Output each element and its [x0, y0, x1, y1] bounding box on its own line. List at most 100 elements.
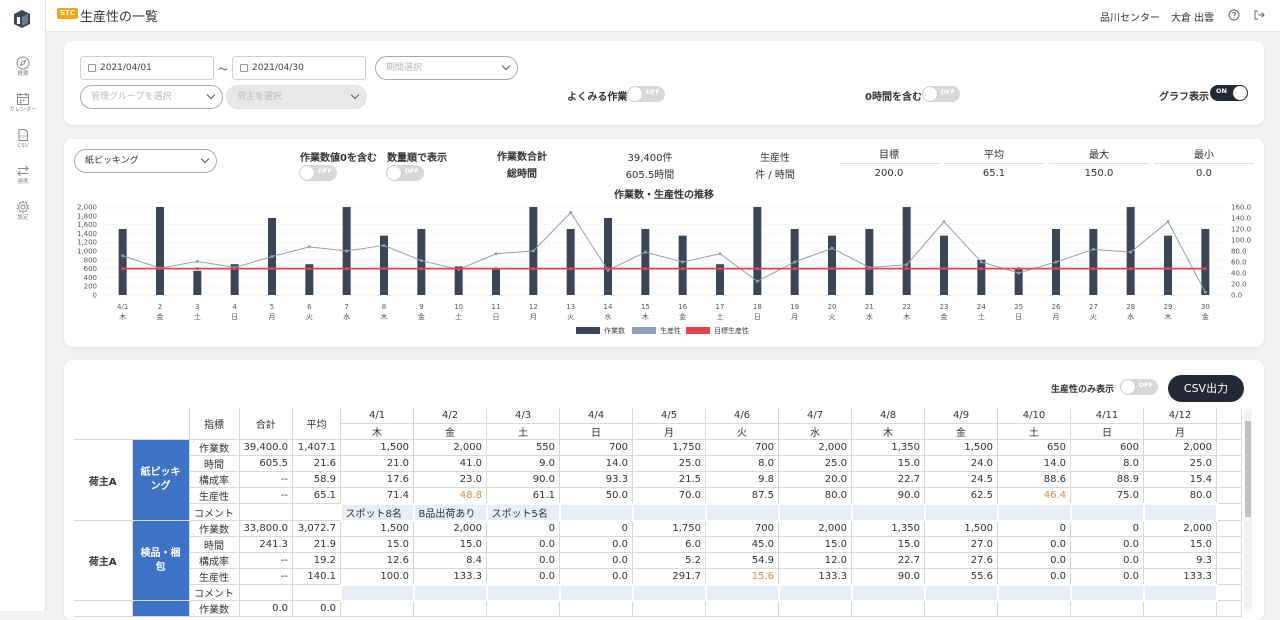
- value-cell: 71.4: [340, 487, 415, 504]
- value-cell: 24.5: [924, 471, 999, 488]
- task-select[interactable]: 紙ピッキング: [74, 149, 217, 173]
- comment-cell[interactable]: [923, 583, 999, 602]
- comment-cell[interactable]: スポット5名: [485, 502, 561, 522]
- sidebar-item-overview[interactable]: 概要: [0, 56, 46, 78]
- comment-cell[interactable]: B品出荷あり: [412, 502, 488, 522]
- x-tick-date: 27: [1089, 303, 1098, 311]
- comment-cell[interactable]: [485, 583, 561, 602]
- table-scrollbar[interactable]: [1244, 409, 1252, 611]
- date-to-field[interactable]: 2021/04/30: [232, 56, 366, 80]
- value-cell: [486, 600, 561, 617]
- period-select[interactable]: 期間選択: [375, 56, 518, 80]
- value-cell: 0.0: [559, 552, 634, 569]
- bar-work-count: [716, 264, 724, 295]
- x-tick-date: 4: [232, 303, 237, 311]
- comment-cell[interactable]: [558, 502, 634, 522]
- total-cell: 605.5: [238, 455, 294, 472]
- productivity-point: [1017, 271, 1021, 275]
- value-cell: [997, 600, 1072, 617]
- productivity-point: [382, 244, 386, 247]
- comment-cell[interactable]: [1069, 502, 1145, 522]
- y-left-tick: 1,600: [77, 221, 97, 229]
- productivity-point: [1166, 220, 1170, 224]
- header-weekday-overflow: [1216, 423, 1243, 440]
- sidebar-item-link[interactable]: 連携: [0, 164, 46, 186]
- owner-select: 荷主を選択: [226, 85, 367, 109]
- comment-cell[interactable]: [558, 583, 634, 602]
- comment-cell[interactable]: [704, 502, 780, 522]
- comment-cell[interactable]: [777, 502, 853, 522]
- stat-label: 最小: [1154, 148, 1254, 164]
- sidebar-item-csv[interactable]: CSV CSV: [0, 128, 46, 150]
- header-weekday: 金: [413, 423, 488, 440]
- logout-icon[interactable]: [1253, 9, 1265, 21]
- comment-cell[interactable]: [996, 502, 1072, 522]
- header-weekday: 木: [851, 423, 926, 440]
- value-cell: 22.7: [851, 471, 926, 488]
- value-cell: 6.0: [632, 536, 707, 553]
- productivity-point: [1091, 247, 1095, 251]
- value-cell: 41.0: [413, 455, 488, 472]
- y-right-tick: 160.0: [1231, 204, 1251, 212]
- comment-cell[interactable]: [631, 502, 707, 522]
- average-cell: 65.1: [292, 487, 342, 504]
- zero-hours-toggle[interactable]: OFF: [922, 86, 960, 102]
- sort-by-qty-toggle[interactable]: OFF: [386, 165, 424, 181]
- graph-display-toggle[interactable]: ON: [1210, 85, 1248, 101]
- comment-cell[interactable]: スポット8名: [339, 502, 415, 522]
- x-tick-weekday: 火: [306, 313, 313, 321]
- comment-cell[interactable]: [777, 583, 853, 602]
- sidebar-item-settings[interactable]: 設定: [0, 200, 46, 222]
- bar-work-count: [1201, 229, 1210, 295]
- comment-cell[interactable]: [631, 583, 707, 602]
- comment-cell[interactable]: [923, 502, 999, 522]
- average-cell: 1,407.1: [292, 439, 342, 456]
- comment-cell[interactable]: [996, 583, 1072, 602]
- target-point: [121, 267, 125, 271]
- value-cell: 15.0: [778, 536, 853, 553]
- target-point: [307, 267, 311, 271]
- comment-cell[interactable]: [1142, 502, 1218, 522]
- user-name[interactable]: 大倉 出雲: [1171, 13, 1215, 24]
- value-cell: 15.0: [340, 536, 415, 553]
- bar-work-count: [678, 235, 687, 295]
- productivity-point: [121, 254, 125, 258]
- frequent-tasks-toggle[interactable]: OFF: [627, 86, 665, 102]
- value-cell: 133.3: [1143, 568, 1218, 585]
- productivity-point: [681, 260, 685, 264]
- sidebar-item-calendar[interactable]: カレンダー: [0, 92, 46, 114]
- comment-cell[interactable]: [1142, 583, 1218, 602]
- comment-cell[interactable]: [850, 502, 926, 522]
- x-tick-date: 22: [902, 303, 911, 311]
- include-zero-toggle[interactable]: OFF: [299, 165, 337, 181]
- scrollbar-thumb[interactable]: [1245, 421, 1251, 517]
- value-cell: 75.0: [1070, 487, 1145, 504]
- x-tick-date: 2: [158, 303, 162, 311]
- header-date: 4/6: [705, 408, 780, 424]
- x-tick-weekday: 土: [978, 312, 985, 321]
- table-row: 時間 241.3 21.9 15.0 15.0 0.0 0.0 6.0 45.0 15.0 15.0…: [74, 536, 1243, 553]
- productivity-only-toggle[interactable]: OFF: [1120, 379, 1158, 395]
- table-row-partial: 作業数 0.0 0.0: [74, 600, 1243, 617]
- comment-cell[interactable]: [412, 583, 488, 602]
- app-logo[interactable]: [11, 8, 33, 30]
- value-cell: 15.4: [1143, 471, 1218, 488]
- value-cell: 8.0: [705, 455, 780, 472]
- x-tick-weekday: 火: [567, 313, 574, 321]
- average-cell: 19.2: [292, 552, 342, 569]
- comment-cell[interactable]: [1069, 583, 1145, 602]
- task-select-value: 紙ピッキング: [85, 156, 139, 166]
- csv-export-button[interactable]: CSV出力: [1168, 375, 1244, 402]
- comment-cell[interactable]: [339, 583, 415, 602]
- center-name[interactable]: 品川センター: [1100, 13, 1160, 24]
- help-icon[interactable]: [1228, 9, 1240, 21]
- y-left-tick: 1,400: [77, 230, 97, 238]
- x-tick-date: 13: [566, 303, 575, 311]
- comment-cell[interactable]: [704, 583, 780, 602]
- comment-cell[interactable]: [850, 583, 926, 602]
- target-point: [382, 267, 386, 271]
- average-cell: 21.6: [292, 455, 342, 472]
- date-from-field[interactable]: 2021/04/01: [80, 56, 214, 80]
- x-tick-date: 8: [382, 303, 386, 311]
- group-select[interactable]: 管理グループを選択: [80, 85, 223, 109]
